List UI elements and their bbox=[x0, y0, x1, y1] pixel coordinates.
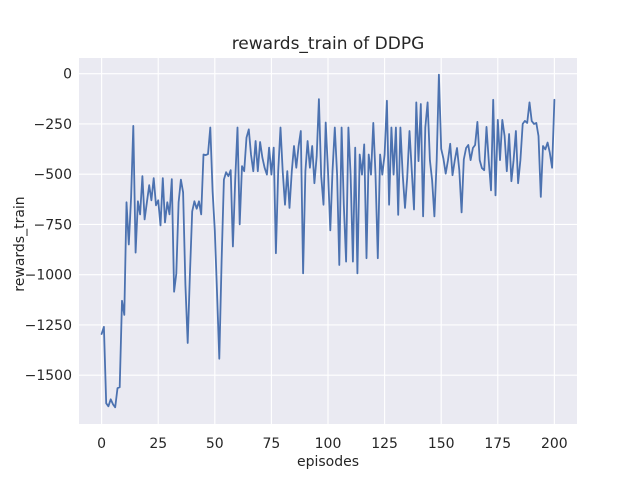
x-tick-175: 175 bbox=[484, 436, 511, 452]
y-tick--500: −500 bbox=[34, 167, 72, 183]
y-tick--1500: −1500 bbox=[25, 368, 72, 384]
y-tick--1000: −1000 bbox=[25, 268, 72, 284]
x-tick-0: 0 bbox=[97, 436, 106, 452]
chart-title: rewards_train of DDPG bbox=[232, 34, 425, 54]
series-line-rewards_train bbox=[100, 73, 556, 409]
y-tick-labels: 0 −250 −500 −750 −1000 −1250 −1500 bbox=[25, 67, 72, 384]
series-line-group bbox=[100, 73, 556, 409]
x-tick-150: 150 bbox=[428, 436, 455, 452]
x-tick-labels: 0 25 50 75 100 125 150 175 200 bbox=[97, 436, 568, 452]
y-tick--250: −250 bbox=[34, 117, 72, 133]
y-tick-0: 0 bbox=[63, 67, 72, 83]
x-tick-75: 75 bbox=[262, 436, 280, 452]
x-tick-50: 50 bbox=[206, 436, 224, 452]
x-tick-100: 100 bbox=[315, 436, 342, 452]
y-tick--750: −750 bbox=[34, 217, 72, 233]
x-axis-label: episodes bbox=[297, 454, 359, 470]
x-tick-25: 25 bbox=[149, 436, 167, 452]
y-tick--1250: −1250 bbox=[25, 318, 72, 334]
y-axis-label: rewards_train bbox=[12, 196, 28, 291]
x-tick-125: 125 bbox=[371, 436, 398, 452]
x-tick-200: 200 bbox=[541, 436, 568, 452]
